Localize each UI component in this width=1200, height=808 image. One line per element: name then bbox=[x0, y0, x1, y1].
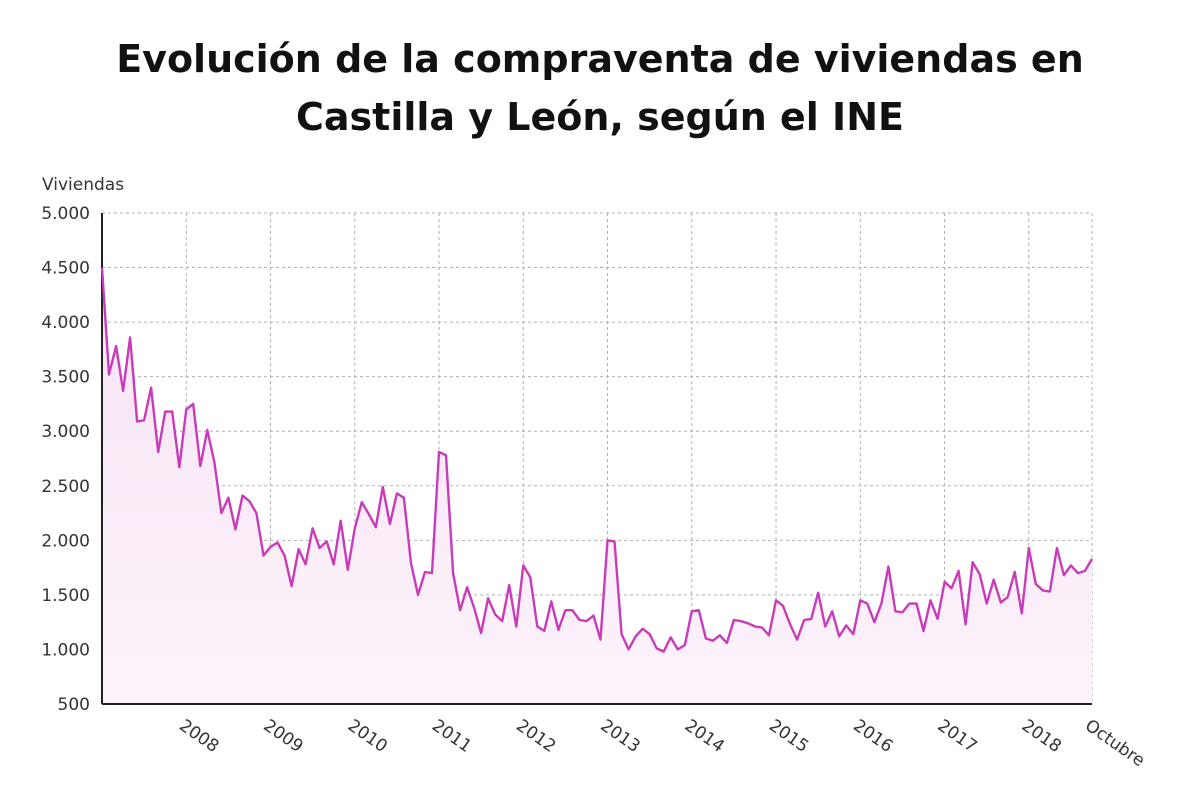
x-axis-ticks: 2008 2009 2010 2011 2012 2013 2014 2015 2016 2017… bbox=[175, 716, 1148, 771]
y-tick-label: 2.500 bbox=[41, 477, 90, 497]
y-tick-label: 4.000 bbox=[41, 313, 90, 333]
y-tick-label: 2.000 bbox=[41, 531, 90, 551]
x-tick-label: 2014 bbox=[681, 716, 728, 757]
y-tick-label: 1.500 bbox=[41, 586, 90, 606]
chart-title: Evolución de la compraventa de viviendas… bbox=[116, 37, 1084, 139]
y-axis-ticks: 500 1.000 1.500 2.000 2.500 3.000 3.500 4.000 4.… bbox=[41, 204, 90, 715]
y-tick-label: 3.500 bbox=[41, 368, 90, 388]
series-line bbox=[100, 267, 1094, 653]
x-tick-label: 2018 bbox=[1018, 716, 1065, 757]
y-tick-label: 4.500 bbox=[41, 259, 90, 279]
y-axis-title: Viviendas bbox=[42, 175, 124, 195]
x-tick-label: 2016 bbox=[849, 716, 896, 757]
x-tick-label: 2017 bbox=[934, 716, 981, 757]
y-tick-label: 1.000 bbox=[41, 640, 90, 660]
x-tick-label: 2009 bbox=[260, 716, 307, 757]
x-tick-label: 2010 bbox=[344, 716, 391, 757]
x-tick-label: 2012 bbox=[512, 716, 559, 757]
x-tick-label: 2015 bbox=[765, 716, 812, 757]
x-tick-label: 2011 bbox=[428, 716, 475, 757]
x-tick-label: 2008 bbox=[175, 716, 222, 757]
series-area-fill bbox=[102, 267, 1092, 704]
y-tick-label: 500 bbox=[58, 695, 90, 715]
x-tick-label: Octubre bbox=[1081, 716, 1148, 771]
y-tick-label: 5.000 bbox=[41, 204, 90, 224]
x-tick-label: 2013 bbox=[597, 716, 644, 757]
y-tick-label: 3.000 bbox=[41, 422, 90, 442]
